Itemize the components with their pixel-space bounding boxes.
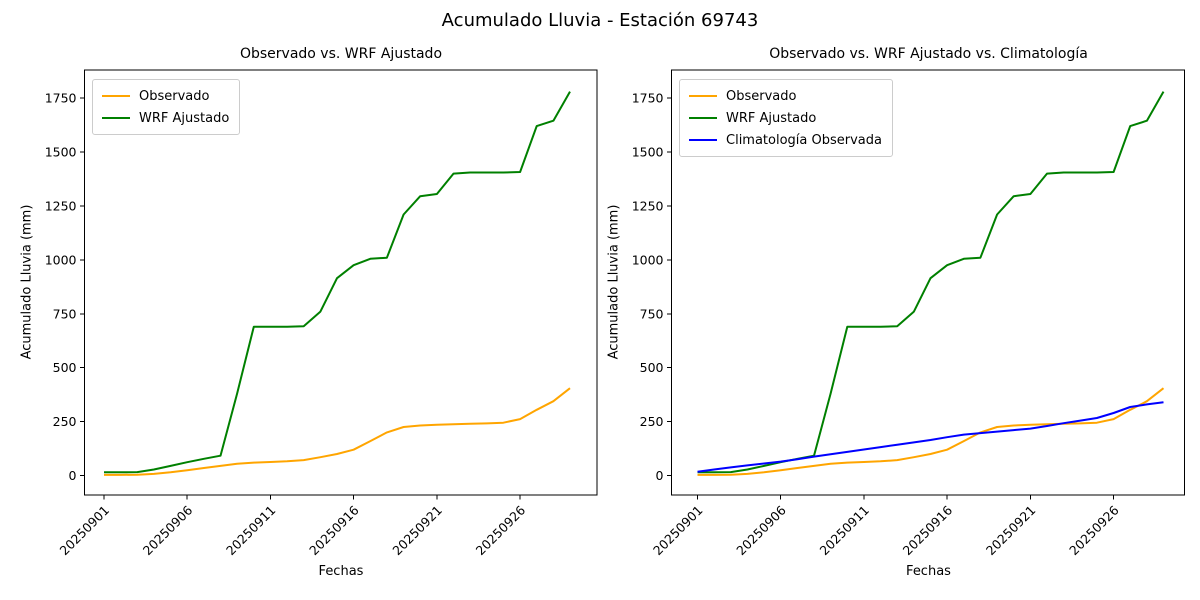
legend-entry: Observado bbox=[102, 85, 229, 107]
x-tick-label: 20250906 bbox=[733, 502, 789, 558]
figure-title: Acumulado Lluvia - Estación 69743 bbox=[441, 10, 759, 31]
y-tick-label: 0 bbox=[656, 468, 664, 483]
y-tick-label: 0 bbox=[69, 468, 77, 483]
legend-entry: WRF Ajustado bbox=[102, 107, 229, 129]
series-line-wrf-ajustado bbox=[697, 91, 1165, 474]
legend-label: Observado bbox=[139, 88, 210, 104]
legend-line-swatch bbox=[102, 95, 130, 97]
y-tick-label: 1750 bbox=[45, 91, 77, 106]
legend-label: Observado bbox=[726, 88, 797, 104]
series-line-observado bbox=[104, 387, 571, 476]
x-tick-label: 20250926 bbox=[1066, 502, 1122, 558]
series-line-wrf-ajustado bbox=[104, 91, 571, 474]
legend-entry: WRF Ajustado bbox=[689, 107, 882, 129]
y-tick-label: 1500 bbox=[632, 144, 664, 159]
right-subplot-title: Observado vs. WRF Ajustado vs. Climatolo… bbox=[769, 46, 1088, 62]
x-tick-label: 20250916 bbox=[306, 502, 362, 558]
x-tick-label: 20250911 bbox=[223, 503, 279, 559]
y-tick-label: 750 bbox=[640, 306, 664, 321]
series-line-climatolog-a-observada bbox=[697, 401, 1164, 473]
y-tick-label: 1250 bbox=[45, 198, 77, 213]
legend-line-swatch bbox=[689, 117, 717, 119]
legend-label: Climatología Observada bbox=[726, 132, 882, 148]
x-tick-label: 20250926 bbox=[473, 502, 529, 558]
axes-frame bbox=[84, 69, 598, 496]
y-tick-label: 500 bbox=[640, 360, 664, 375]
y-tick-label: 250 bbox=[53, 414, 77, 429]
axes-frame bbox=[671, 69, 1185, 496]
legend-label: WRF Ajustado bbox=[139, 110, 230, 126]
legend-entry: Climatología Observada bbox=[689, 129, 882, 151]
y-tick-label: 1000 bbox=[632, 252, 664, 267]
x-tick-label: 20250901 bbox=[650, 503, 706, 559]
x-tick-label: 20250916 bbox=[900, 502, 956, 558]
legend-entry: Observado bbox=[689, 85, 882, 107]
y-tick-label: 250 bbox=[640, 414, 664, 429]
series-line-observado bbox=[697, 387, 1165, 476]
x-tick-label: 20250921 bbox=[983, 503, 1039, 559]
x-tick-label: 20250921 bbox=[389, 503, 445, 559]
right-x-axis-label: Fechas bbox=[906, 564, 951, 579]
legend-label: WRF Ajustado bbox=[726, 110, 817, 126]
left-legend: Observado WRF Ajustado bbox=[92, 79, 241, 135]
left-x-axis-label: Fechas bbox=[318, 564, 364, 579]
legend-line-swatch bbox=[102, 117, 130, 119]
x-tick-label: 20250911 bbox=[816, 503, 872, 559]
x-tick-label: 20250901 bbox=[57, 503, 113, 559]
right-legend: Observado WRF Ajustado Climatología Observ… bbox=[679, 79, 893, 157]
x-tick-label: 20250906 bbox=[140, 502, 196, 558]
y-tick-label: 500 bbox=[53, 360, 77, 375]
legend-line-swatch bbox=[689, 139, 717, 141]
y-tick-label: 1250 bbox=[632, 198, 664, 213]
y-tick-label: 1000 bbox=[45, 252, 77, 267]
y-tick-label: 750 bbox=[53, 306, 77, 321]
legend-line-swatch bbox=[689, 95, 717, 97]
left-plot: 0 250 500 750 1000 1250 1500 1750 20250901 202509… bbox=[45, 69, 598, 559]
left-subplot-title: Observado vs. WRF Ajustado bbox=[239, 46, 443, 62]
y-tick-label: 1750 bbox=[632, 91, 664, 106]
y-tick-label: 1500 bbox=[45, 144, 77, 159]
